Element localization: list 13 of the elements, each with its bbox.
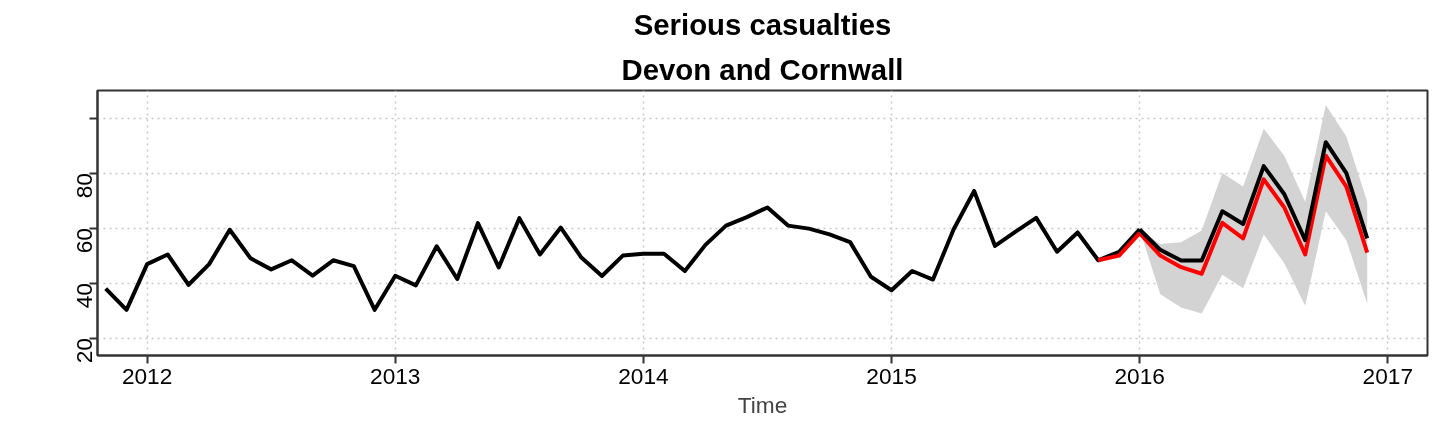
chart-subtitle: Devon and Cornwall bbox=[621, 52, 904, 86]
x-tick-label: 2017 bbox=[1362, 362, 1413, 389]
chart-title: Serious casualties bbox=[633, 7, 892, 41]
x-axis-title: Time bbox=[737, 391, 788, 418]
y-tick-label: 60 bbox=[71, 228, 97, 254]
x-tick-label: 2013 bbox=[370, 362, 421, 389]
x-tick-label: 2015 bbox=[866, 362, 917, 389]
x-tick-label: 2016 bbox=[1114, 362, 1165, 389]
y-tick-label: 40 bbox=[71, 283, 97, 309]
x-tick-label: 2014 bbox=[618, 362, 669, 389]
x-tick-label: 2012 bbox=[121, 362, 173, 389]
y-tick-label: 20 bbox=[71, 338, 97, 364]
y-tick-label: 80 bbox=[71, 173, 97, 199]
